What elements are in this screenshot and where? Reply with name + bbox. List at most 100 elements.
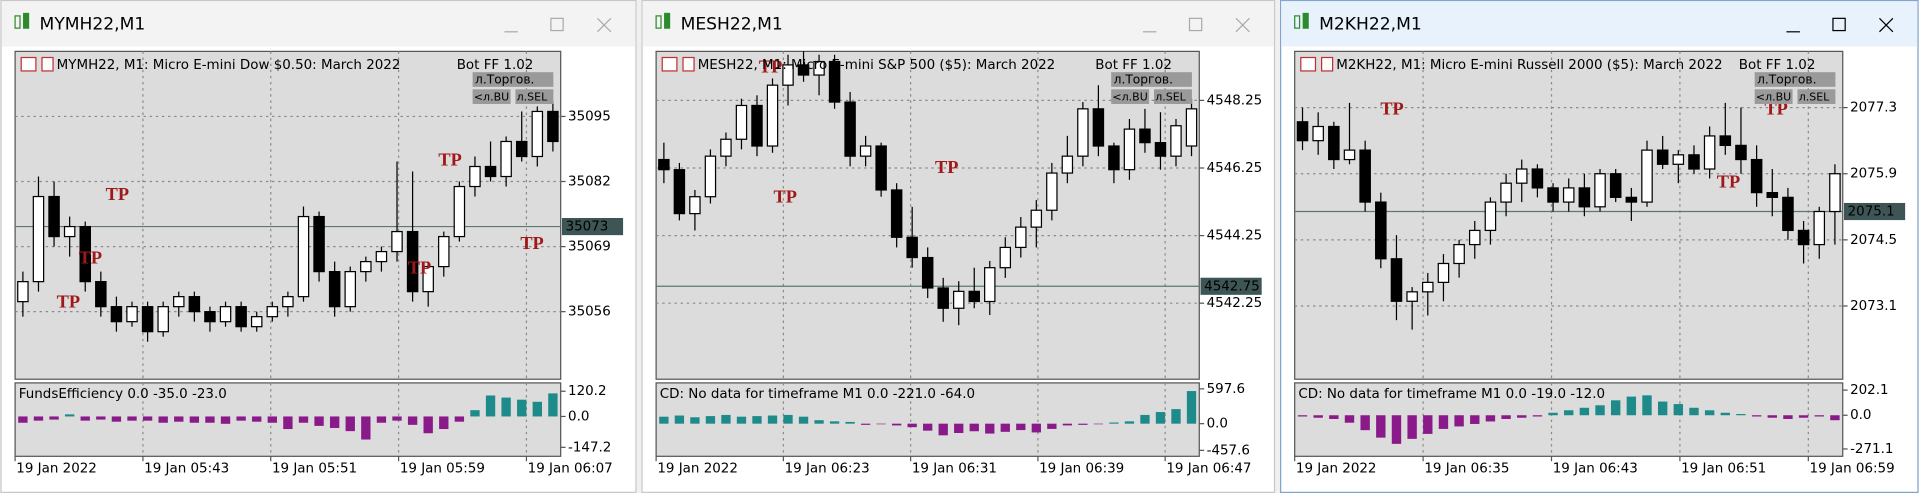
bot-button-label[interactable]: л.SEL	[517, 90, 548, 103]
histogram-bar	[345, 416, 355, 432]
histogram-bar	[111, 416, 122, 422]
bot-button-label[interactable]: л.Торгов.	[1114, 73, 1173, 87]
candle-body	[1390, 258, 1403, 302]
header-icon[interactable]	[20, 56, 37, 72]
histogram-bar	[1720, 412, 1730, 416]
candle-body	[266, 306, 279, 318]
header-icon[interactable]	[661, 56, 678, 72]
candle-body	[1296, 121, 1309, 142]
indicator-label: FundsEfficiency 0.0 -35.0 -23.0	[19, 387, 227, 402]
current-price-label: 35073	[566, 220, 609, 235]
histogram-bar	[1093, 423, 1104, 425]
time-label: 19 Jan 05:51	[272, 462, 357, 477]
histogram-bar	[1360, 415, 1370, 431]
candle-body	[313, 215, 325, 273]
bot-button[interactable]	[1111, 72, 1192, 87]
bot-button-label[interactable]: л.Торгов.	[475, 73, 534, 87]
histogram-bar	[1016, 423, 1026, 431]
header-icon[interactable]	[1300, 56, 1317, 72]
histogram-bar	[267, 416, 277, 423]
maximize-button[interactable]	[1188, 17, 1203, 32]
bot-label: Bot FF 1.02	[1095, 58, 1172, 73]
window-title: MYMH22,M1	[40, 14, 146, 34]
candle-body	[735, 104, 748, 140]
time-label: 19 Jan 2022	[1296, 462, 1377, 477]
bot-button-label[interactable]: л.SEL	[1799, 90, 1830, 103]
chart-window[interactable]: M2KH22,M1 2077.3 2075.9 2074.5 2073.1 2075.1 T…	[1280, 0, 1919, 493]
candle-body	[1406, 291, 1418, 302]
bot-button[interactable]	[1797, 89, 1836, 104]
chart-window[interactable]: MYMH22,M1 35095 35082 35069 35056 35073 TP TP TP…	[0, 0, 637, 493]
bot-button-label[interactable]: л.SEL	[1155, 90, 1186, 103]
window-title: M2KH22,M1	[1319, 14, 1422, 34]
current-price-label: 2075.1	[1848, 205, 1895, 220]
bot-button[interactable]	[1111, 89, 1150, 104]
histogram-bar	[205, 416, 215, 423]
candle-body	[1359, 149, 1371, 203]
indicator-tick-label: 0.0	[1207, 417, 1228, 432]
histogram-bar	[1407, 415, 1417, 439]
candle-body	[1562, 187, 1575, 203]
price-label: 2075.9	[1850, 167, 1897, 182]
bot-button-label[interactable]: л.Торгов.	[1757, 73, 1816, 87]
histogram-bar	[783, 414, 793, 424]
histogram-bar	[236, 416, 246, 421]
candle-body	[859, 145, 872, 157]
histogram-bar	[892, 423, 902, 426]
time-label: 19 Jan 05:43	[144, 462, 229, 477]
histogram-bar	[80, 416, 90, 421]
candle-body	[1468, 229, 1481, 246]
histogram-bar	[517, 399, 527, 417]
chart-window[interactable]: MESH22,M1 4548.25 4546.25 4544.25 4542.25 454…	[641, 0, 1276, 493]
bot-button[interactable]	[1754, 89, 1793, 104]
bot-button[interactable]	[1154, 89, 1192, 104]
histogram-bar	[252, 416, 262, 422]
candle-body	[1782, 196, 1794, 232]
candle-body	[1046, 172, 1058, 211]
title-bar	[642, 1, 1274, 47]
histogram-bar	[938, 423, 948, 436]
bot-button-label[interactable]: <л.BU	[1756, 90, 1791, 103]
current-price-box	[1843, 202, 1906, 221]
time-label: 19 Jan 06:07	[528, 462, 613, 477]
candle-body	[1703, 135, 1716, 170]
candle-body	[1185, 108, 1198, 147]
candle-body	[797, 64, 810, 76]
bot-button[interactable]	[472, 72, 554, 87]
candle-body	[1656, 149, 1669, 165]
candle-body	[689, 196, 701, 215]
price-label: 2074.5	[1850, 233, 1897, 248]
histogram-bar	[174, 416, 184, 422]
candle-body	[906, 236, 918, 259]
tp-label: TP	[774, 186, 797, 206]
bot-button[interactable]	[1754, 72, 1836, 87]
time-label: 19 Jan 06:35	[1424, 462, 1509, 477]
header-icon[interactable]	[41, 56, 54, 72]
bot-button[interactable]	[472, 89, 511, 104]
maximize-button[interactable]	[550, 17, 564, 32]
candle-body	[1578, 187, 1591, 208]
candle-body	[375, 250, 388, 263]
histogram-bar	[1830, 415, 1840, 421]
tp-label: TP	[935, 157, 958, 177]
candle-body	[844, 101, 856, 157]
histogram-bar	[1470, 415, 1480, 424]
close-button[interactable]	[596, 17, 612, 33]
histogram-bar	[1344, 415, 1355, 423]
bot-button-label[interactable]: <л.BU	[474, 90, 509, 103]
indicator-tick-label: 0.0	[1850, 408, 1871, 423]
candle-body	[141, 306, 154, 333]
histogram-bar	[392, 416, 402, 421]
histogram-bar	[1297, 415, 1308, 417]
header-icon[interactable]	[682, 56, 695, 72]
close-button[interactable]	[1879, 17, 1894, 33]
bot-button[interactable]	[515, 89, 554, 104]
header-icon[interactable]	[1320, 56, 1334, 72]
bot-button-label[interactable]: <л.BU	[1112, 90, 1147, 103]
histogram-bar	[721, 414, 731, 424]
close-button[interactable]	[1235, 17, 1250, 33]
tp-label: TP	[1717, 172, 1740, 192]
histogram-bar	[376, 416, 387, 423]
candle-body	[95, 281, 107, 308]
maximize-button[interactable]	[1832, 17, 1846, 32]
